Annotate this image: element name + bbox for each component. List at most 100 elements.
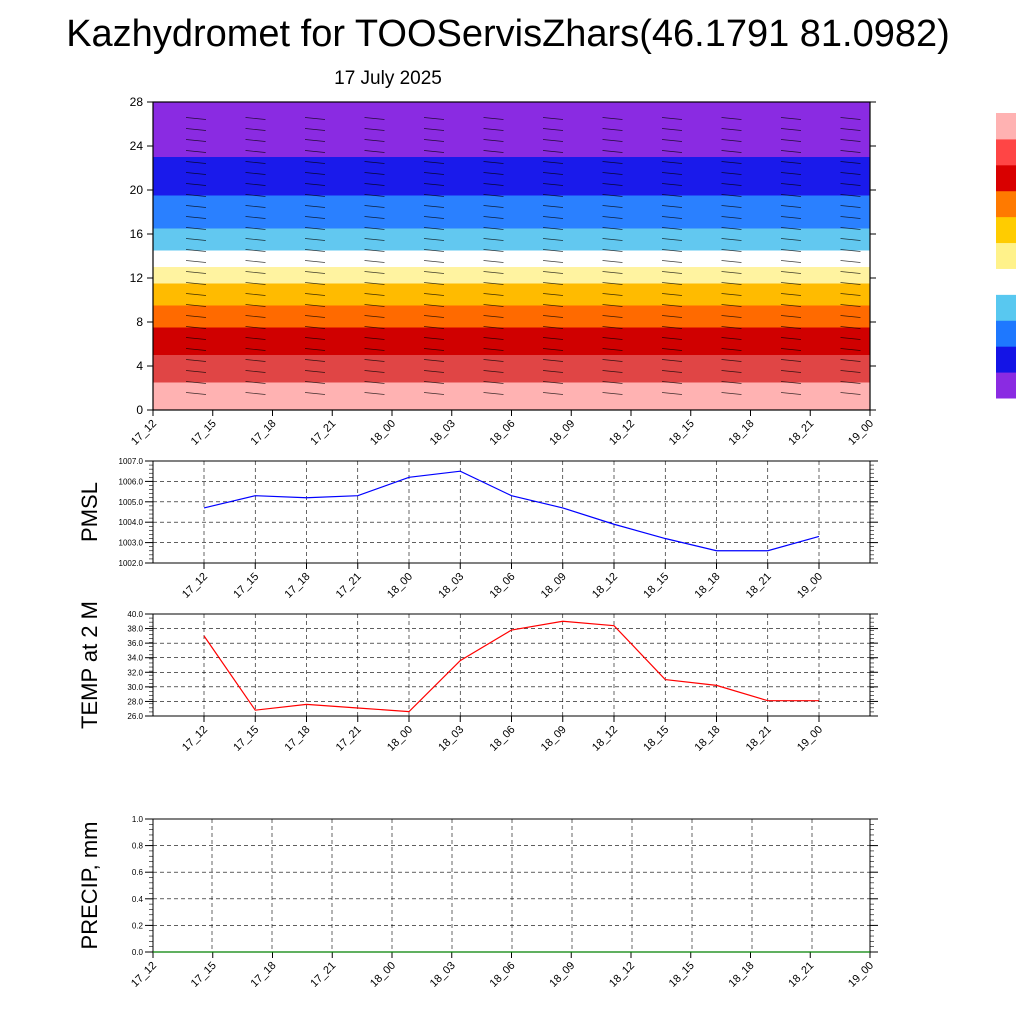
wind-barb [245, 249, 266, 252]
wind-barb [661, 315, 683, 318]
wind-barb [721, 348, 742, 351]
wind-barb [185, 238, 207, 241]
figure-date: 17 July 2025 [334, 68, 442, 89]
wind-barb [483, 282, 504, 285]
x-tick-label: 18_00 [385, 571, 415, 601]
x-tick-label: 18_06 [488, 960, 518, 990]
wind-barb [721, 172, 742, 175]
wind-barb [245, 260, 266, 263]
wind-barb [542, 205, 564, 208]
x-tick-label: 18_15 [667, 960, 697, 990]
wind-barb [602, 381, 623, 384]
wind-barb [364, 315, 385, 318]
wind-barb [423, 172, 445, 175]
wind-barb [840, 282, 861, 285]
wind-barb [721, 293, 742, 296]
x-tick-label: 17_21 [308, 960, 338, 990]
wind-barb [661, 117, 683, 120]
wind-barb [423, 271, 445, 274]
wind-barb [780, 249, 802, 252]
wind-barb [304, 194, 326, 197]
wind-barb [304, 150, 326, 153]
wind-barb [483, 128, 504, 131]
wind-barb [245, 172, 266, 175]
wind-barb [423, 348, 445, 351]
y-tick-label: 1007.0 [119, 457, 144, 466]
wind-barb [602, 326, 623, 329]
wind-barb [661, 139, 683, 142]
x-tick-label: 18_18 [693, 724, 723, 754]
wind-barb [245, 128, 266, 131]
wind-barb [483, 260, 504, 263]
wind-barb [483, 172, 504, 175]
wind-barb [483, 271, 504, 274]
wind-barb [245, 117, 266, 120]
wind-barb [542, 315, 564, 318]
wind-barb [661, 150, 683, 153]
x-tick-label: 17_21 [308, 418, 338, 448]
wind-barb [423, 161, 445, 164]
y-tick-label: 0.8 [132, 842, 144, 851]
wind-barb [840, 161, 861, 164]
x-tick-label: 18_15 [641, 724, 671, 754]
wind-barb [602, 238, 623, 241]
wind-barb [780, 381, 802, 384]
wind-barb [542, 249, 564, 252]
wind-barb [245, 238, 266, 241]
wind-barb [721, 370, 742, 373]
wind-barb [542, 238, 564, 241]
wind-barb [780, 216, 802, 219]
wind-barb [483, 326, 504, 329]
wind-barb [840, 238, 861, 241]
y-tick-label: 28 [130, 95, 144, 109]
wind-barb [185, 128, 207, 131]
wind-barb [542, 172, 564, 175]
wind-barb [364, 249, 385, 252]
wind-barb [542, 348, 564, 351]
wind-barb [840, 326, 861, 329]
wind-barb [721, 381, 742, 384]
wind-barb [542, 139, 564, 142]
x-tick-label: 17_18 [283, 724, 313, 754]
wind-barb [304, 260, 326, 263]
wind-barb [185, 370, 207, 373]
wind-barb [364, 260, 385, 263]
y-axis-label: TEMP at 2 M [77, 601, 102, 729]
wind-barb [364, 216, 385, 219]
heatmap-band [153, 250, 870, 267]
wind-barb [661, 381, 683, 384]
wind-barb [483, 117, 504, 120]
wind-barb [304, 249, 326, 252]
wind-barb [780, 304, 802, 307]
y-tick-label: 38.0 [127, 625, 143, 634]
x-tick-label: 17_21 [334, 571, 364, 601]
wind-barb [245, 293, 266, 296]
wind-barb [185, 348, 207, 351]
wind-barb [483, 194, 504, 197]
wind-barb [304, 161, 326, 164]
wind-barb [840, 128, 861, 131]
heatmap-band [153, 157, 870, 196]
wind-barb [721, 337, 742, 340]
wind-barb [483, 392, 504, 395]
y-tick-label: 8 [136, 315, 143, 329]
wind-barb [840, 293, 861, 296]
wind-barb [721, 216, 742, 219]
wind-barb [780, 282, 802, 285]
wind-barb [245, 326, 266, 329]
wind-barb [245, 194, 266, 197]
wind-barb [185, 392, 207, 395]
wind-barb [780, 337, 802, 340]
heatmap-band [153, 355, 870, 383]
heatmap-band [153, 305, 870, 328]
x-tick-label: 18_09 [547, 418, 577, 448]
wind-barb [423, 117, 445, 120]
wind-barb [364, 348, 385, 351]
wind-barb [542, 370, 564, 373]
y-tick-label: 0 [136, 403, 143, 417]
series-line [203, 470, 820, 552]
wind-barb [423, 326, 445, 329]
wind-barb [661, 183, 683, 186]
wind-barb [602, 348, 623, 351]
